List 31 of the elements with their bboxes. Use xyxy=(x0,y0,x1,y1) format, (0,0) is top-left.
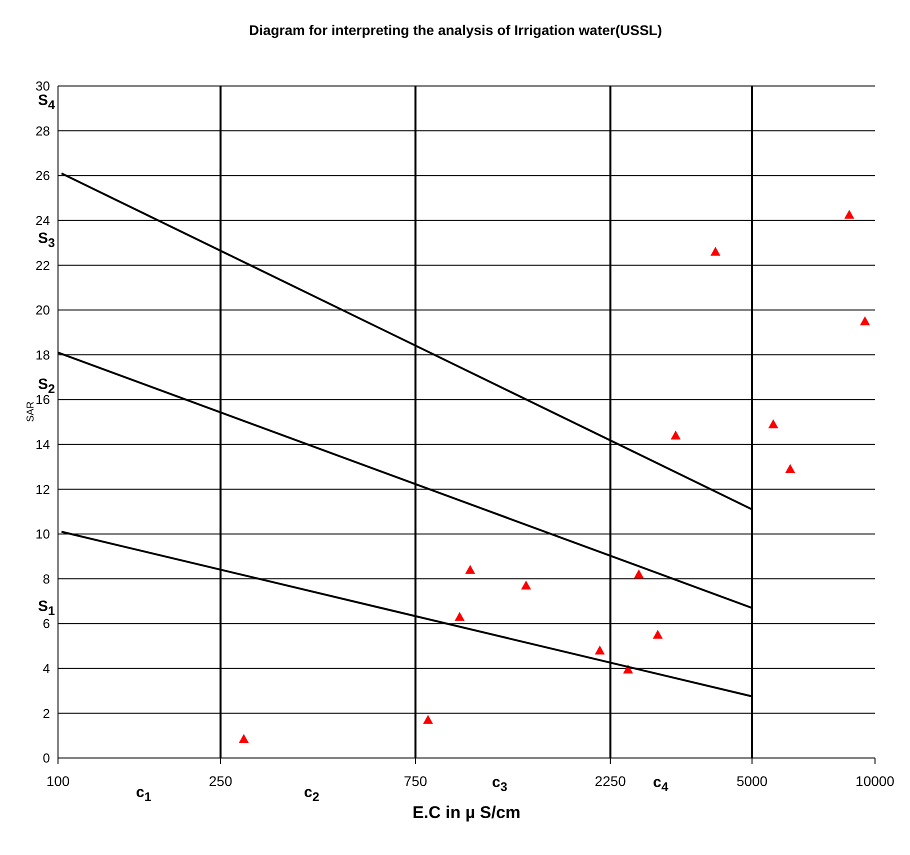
x-axis-title: E.C in µ S/cm xyxy=(412,803,521,822)
y-tick-label: 10 xyxy=(36,526,50,542)
y-tick-label: 30 xyxy=(36,78,50,94)
x-tick-label: 10000 xyxy=(856,772,895,789)
y-tick-label: 18 xyxy=(36,347,50,362)
text: S$_{4}$ xyxy=(38,92,55,112)
text: c$_{4}$ xyxy=(653,774,668,794)
y-tick-label: 22 xyxy=(36,258,50,273)
y-tick-label: 24 xyxy=(36,213,50,228)
x-tick-label: 100 xyxy=(46,772,70,789)
x-tick-label: 250 xyxy=(208,772,232,789)
y-tick-label: 12 xyxy=(36,482,50,497)
text: S$_{3}$ xyxy=(38,230,55,250)
y-tick-label: 26 xyxy=(36,168,50,184)
y-tick-label: 20 xyxy=(36,302,50,318)
y-tick-label: 2 xyxy=(42,706,50,721)
y-tick-label: 14 xyxy=(36,437,50,452)
y-tick-label: 0 xyxy=(42,750,50,766)
x-tick-label: 2250 xyxy=(594,772,626,789)
text: c$_{1}$ xyxy=(136,784,152,804)
y-tick-label: 4 xyxy=(42,661,50,676)
text: c$_{2}$ xyxy=(304,784,320,804)
x-tick-label: 750 xyxy=(404,772,428,789)
text: S$_{1}$ xyxy=(38,598,55,618)
text: c$_{3}$ xyxy=(492,774,508,794)
chart-title: Diagram for interpreting the analysis of Irrigation water(USSL) xyxy=(248,22,664,38)
x-tick-label: 5000 xyxy=(736,772,768,789)
y-tick-label: 6 xyxy=(42,616,50,632)
y-axis-title: SAR xyxy=(26,401,37,422)
y-tick-label: 28 xyxy=(36,123,50,138)
y-tick-label: 8 xyxy=(42,571,50,586)
